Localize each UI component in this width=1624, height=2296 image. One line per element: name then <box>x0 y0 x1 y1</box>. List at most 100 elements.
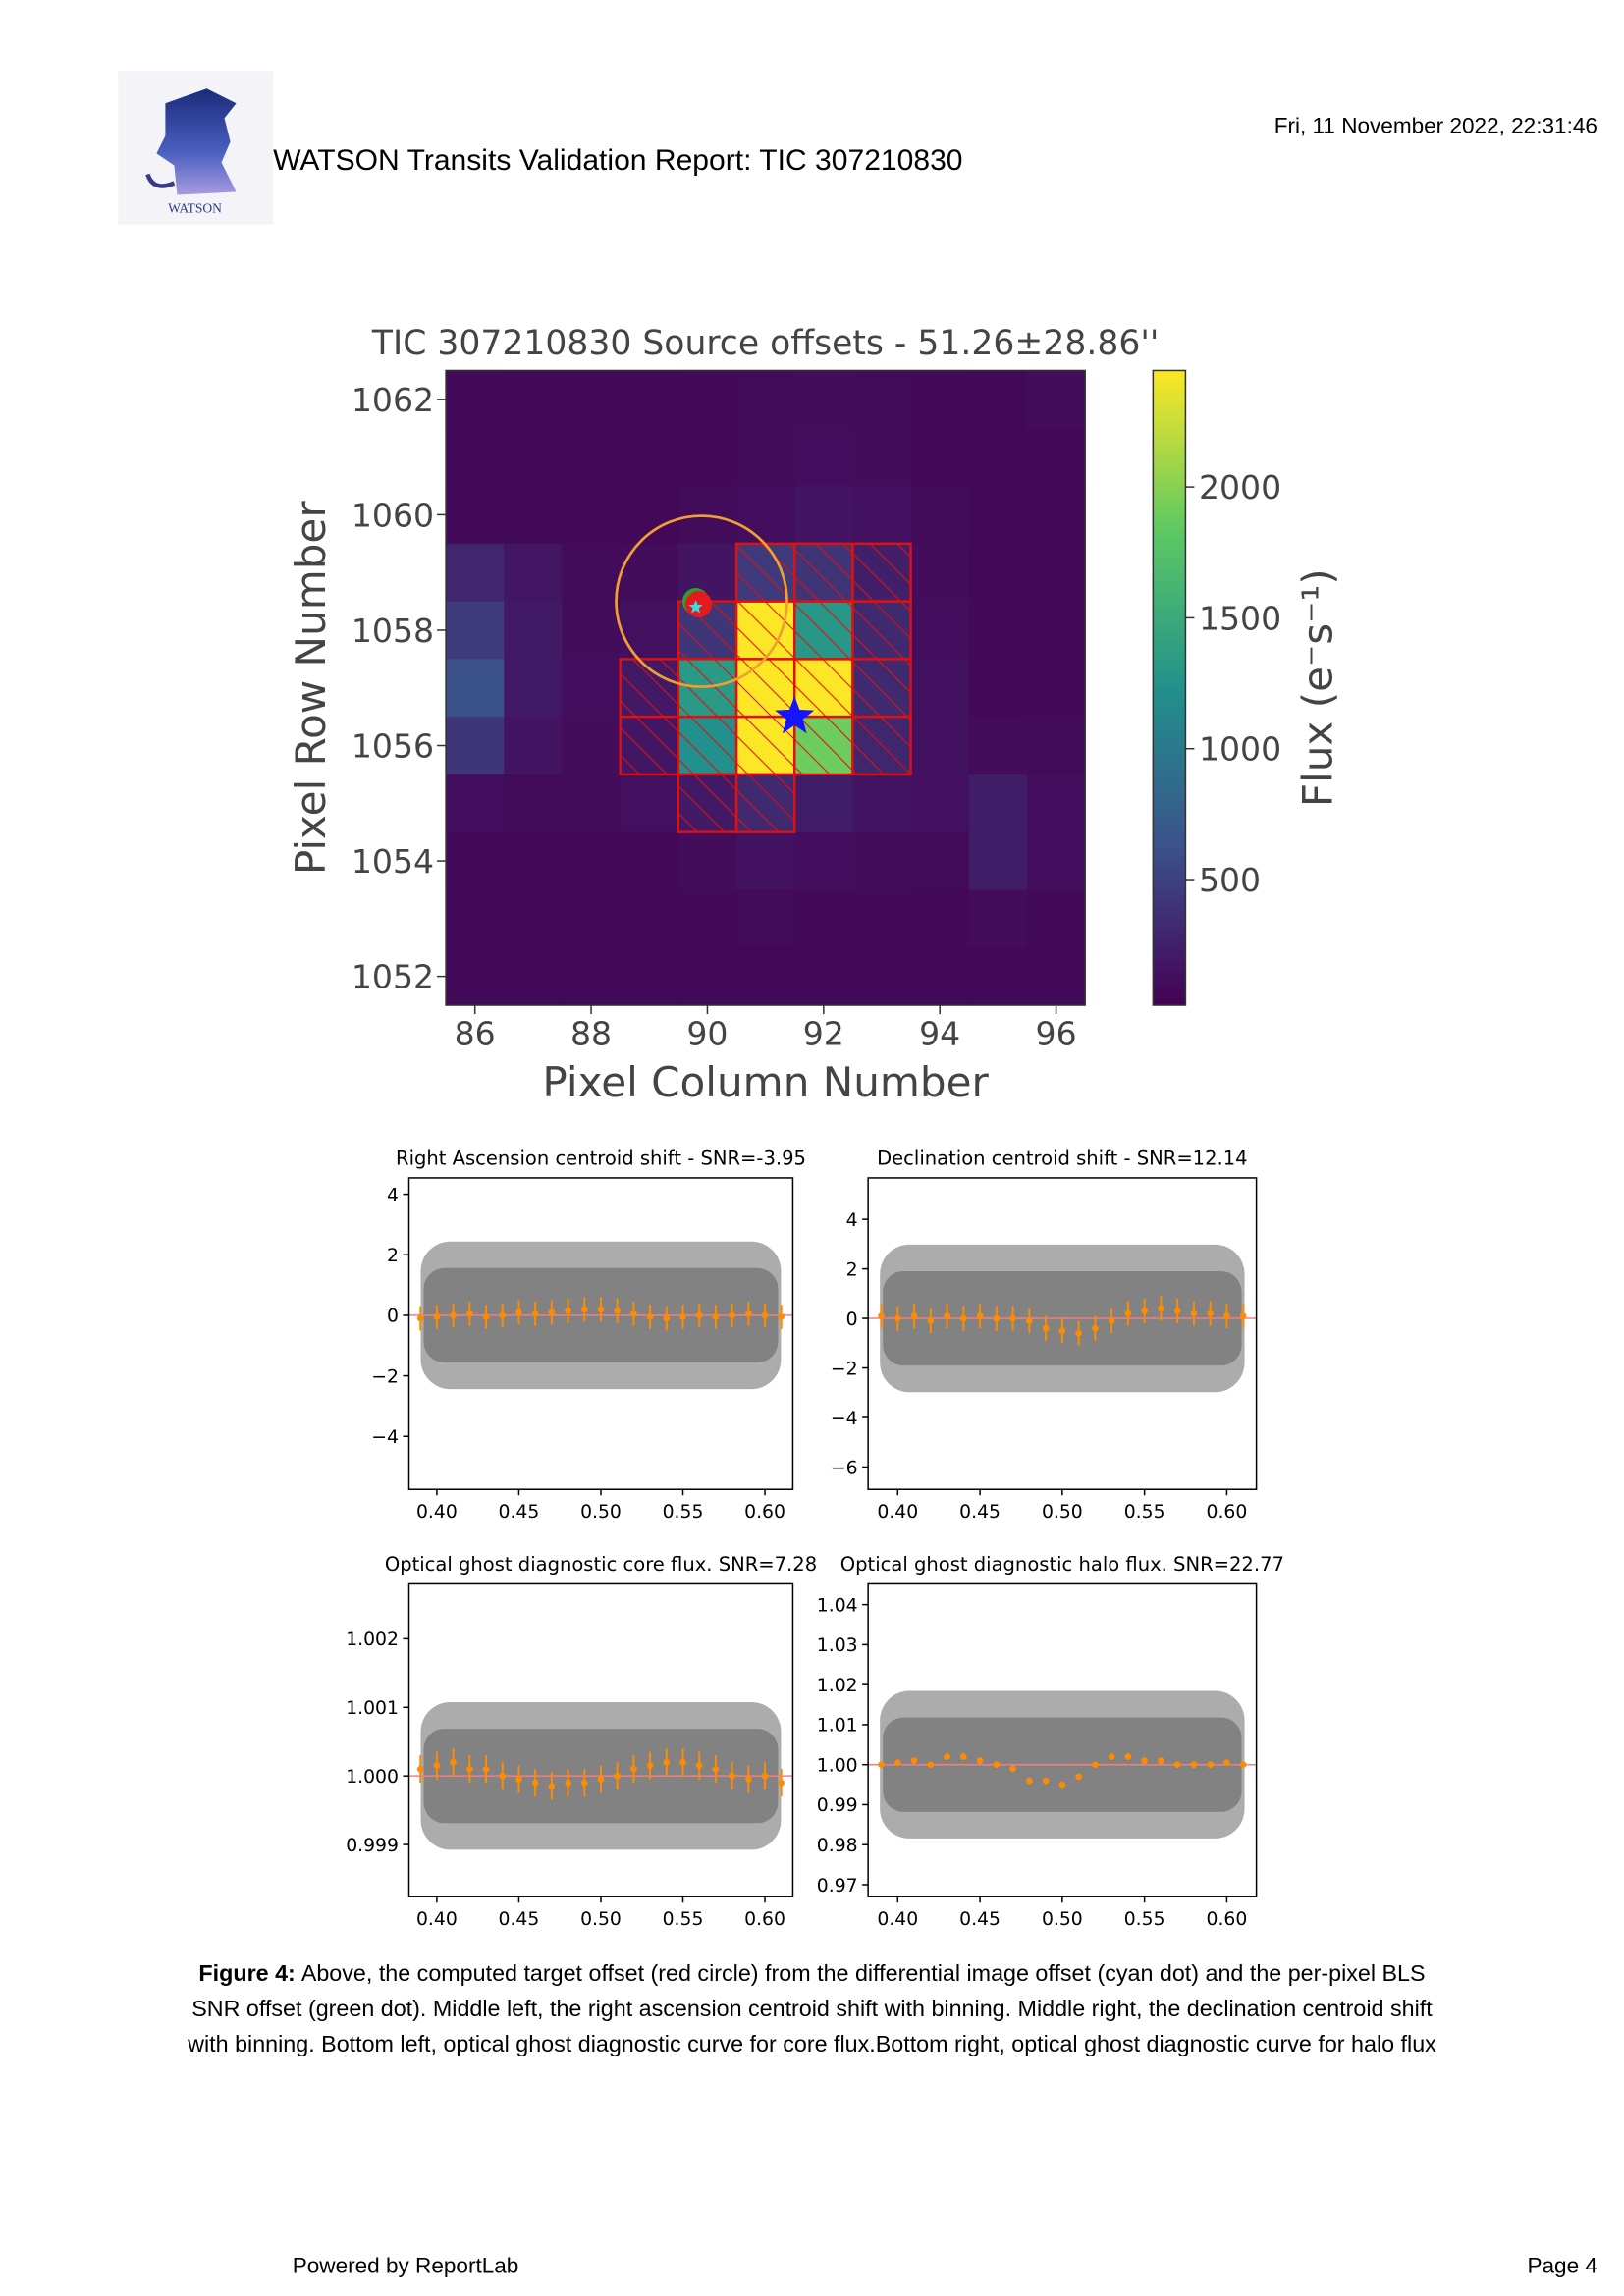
heatmap-cell <box>852 774 912 833</box>
heatmap-cell <box>1026 659 1086 718</box>
heatmap-cell <box>446 428 505 487</box>
binned-point <box>993 1761 1001 1769</box>
binned-point <box>548 1308 556 1316</box>
y-tick-label: 1.04 <box>817 1595 858 1616</box>
binned-point <box>531 1310 539 1317</box>
heatmap-cell <box>562 370 622 429</box>
offset-circle <box>615 514 788 688</box>
aperture-pixel <box>677 658 738 719</box>
y-tick-label: 1.001 <box>346 1698 399 1719</box>
heatmap-cell <box>968 947 1028 1006</box>
caption-line: Figure 4: Above, the computed target offs… <box>198 1960 1425 1986</box>
heatmap-cell <box>910 486 970 545</box>
binned-point <box>565 1307 571 1314</box>
binned-point <box>1239 1312 1247 1319</box>
heatmap-cell <box>968 659 1028 718</box>
heatmap-cell <box>910 370 970 429</box>
aperture-pixel <box>851 542 912 603</box>
binned-point <box>893 1759 901 1766</box>
heatmap-cell <box>910 428 970 487</box>
heatmap-cell <box>677 889 737 948</box>
binned-point <box>893 1314 901 1322</box>
binned-point <box>580 1779 588 1787</box>
heatmap-cell <box>504 543 563 603</box>
heatmap-cell <box>1026 370 1086 429</box>
x-tick-label: 0.60 <box>1207 1502 1248 1522</box>
heatmap-cell <box>504 774 563 833</box>
binned-point <box>1207 1309 1214 1317</box>
marker-dot <box>685 590 713 618</box>
aperture-pixel <box>677 715 738 776</box>
heatmap-cell <box>910 659 970 718</box>
binned-point <box>499 1772 507 1780</box>
x-tick-label: 0.40 <box>877 1909 918 1930</box>
footer-left: Powered by ReportLab <box>293 2254 519 2278</box>
binned-point <box>745 1776 752 1783</box>
heatmap-cell <box>562 428 622 487</box>
heatmap-cell <box>968 428 1028 487</box>
y-tick-label: 1.00 <box>817 1755 858 1776</box>
binned-point <box>466 1310 473 1317</box>
x-tick-label: 88 <box>570 1015 612 1053</box>
aperture-pixel <box>793 542 854 603</box>
y-tick-label: 1052 <box>352 958 434 996</box>
binned-point <box>927 1317 935 1324</box>
marker-star <box>688 599 703 614</box>
binned-point <box>1124 1753 1132 1760</box>
heatmap-cell <box>677 370 737 429</box>
heatmap-cell <box>1026 889 1086 948</box>
binned-point <box>1042 1777 1050 1785</box>
heatmap-cell <box>968 486 1028 545</box>
heatmap-cell <box>620 889 679 948</box>
heatmap-cell <box>620 543 679 603</box>
heatmap-cell <box>736 831 795 890</box>
y-tick-label: −6 <box>831 1458 858 1478</box>
binned-point <box>1173 1761 1181 1769</box>
heatmap-cell <box>910 543 970 603</box>
heatmap-cell <box>562 717 622 775</box>
heatmap-cell <box>794 889 853 948</box>
colorbar <box>1152 369 1187 1006</box>
heatmap-cell <box>620 831 679 890</box>
heatmap-cell <box>852 486 912 545</box>
heatmap-cell <box>1026 486 1086 545</box>
binned-point <box>1223 1312 1230 1319</box>
colorbar-tick-label: 500 <box>1199 861 1261 899</box>
heatmap-cell <box>968 370 1028 429</box>
heatmap-cell <box>1026 717 1086 775</box>
y-tick-label: 1.03 <box>817 1635 858 1656</box>
binned-point <box>695 1311 703 1319</box>
heatmap-cell <box>562 543 622 603</box>
report-title: WATSON Transits Validation Report: TIC 3… <box>273 144 962 177</box>
x-tick-label: 94 <box>919 1015 960 1053</box>
binned-point <box>927 1761 935 1769</box>
y-axis-label: Pixel Row Number <box>287 501 335 875</box>
heatmap-cell <box>1026 947 1086 1006</box>
x-tick-label: 90 <box>686 1015 728 1053</box>
heatmap-cell <box>852 831 912 890</box>
caption-label: Figure 4: <box>198 1960 295 1986</box>
binned-point <box>878 1312 885 1319</box>
x-tick-label: 0.60 <box>1207 1909 1248 1930</box>
y-tick-label: 1056 <box>352 727 434 766</box>
binned-point <box>416 1314 424 1322</box>
binned-point <box>1075 1773 1082 1781</box>
logo: WATSON <box>118 71 274 225</box>
y-tick-label: 1.000 <box>346 1767 399 1788</box>
colorbar-label: Flux (e⁻s⁻¹) <box>1293 568 1341 807</box>
x-tick-label: 0.50 <box>580 1502 622 1522</box>
binned-point <box>597 1306 605 1313</box>
aperture-pixel <box>793 600 854 661</box>
heatmap-cell <box>736 889 795 948</box>
binned-point <box>910 1312 918 1319</box>
figure: 86 88 90 92 94 96 1052 1054 1056 1058 1060 1062 TIC … <box>287 324 1341 1930</box>
heatmap-cell <box>446 370 505 429</box>
binned-point <box>515 1776 522 1783</box>
heatmap-cell <box>852 370 912 429</box>
binned-point <box>960 1753 967 1760</box>
binned-point <box>1158 1757 1164 1764</box>
binned-point <box>646 1762 654 1770</box>
binned-point <box>597 1776 605 1783</box>
binned-point <box>679 1313 686 1320</box>
